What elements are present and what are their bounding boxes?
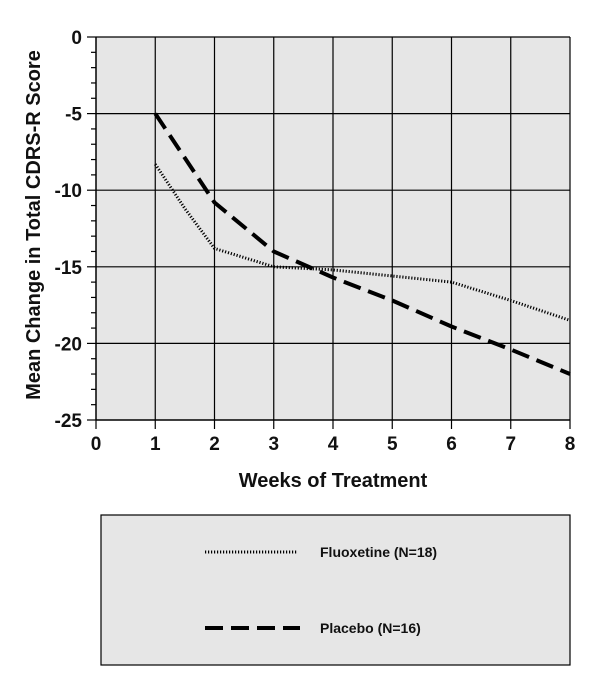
y-tick-label: -20	[55, 334, 82, 355]
legend-label-placebo: Placebo (N=16)	[320, 620, 421, 636]
series-line-fluoxetine	[154, 163, 571, 322]
legend-label-fluoxetine: Fluoxetine (N=18)	[320, 544, 437, 560]
x-tick-label: 1	[150, 434, 161, 455]
x-tick-label: 7	[505, 434, 516, 455]
legend-box	[100, 514, 571, 666]
x-tick-label: 5	[387, 434, 398, 455]
y-tick-label: -10	[55, 181, 82, 202]
y-tick-labels: 0 -5 -10 -15 -20 -25	[55, 28, 83, 432]
axes	[87, 36, 571, 429]
y-tick-label: -5	[65, 105, 82, 126]
x-tick-label: 4	[328, 434, 339, 455]
x-tick-label: 0	[91, 434, 102, 455]
series-layer	[153, 112, 571, 376]
y-axis-title: Mean Change in Total CDRS-R Score	[23, 50, 45, 400]
x-axis-title: Weeks of Treatment	[239, 470, 428, 492]
series-line-placebo	[153, 112, 571, 376]
x-tick-labels: 0 1 2 3 4 5 6 7 8	[91, 434, 576, 455]
x-tick-label: 8	[565, 434, 576, 455]
x-tick-label: 2	[209, 434, 220, 455]
y-tick-label: -15	[55, 258, 83, 279]
y-tick-label: 0	[71, 28, 82, 49]
y-tick-label: -25	[55, 411, 83, 432]
grid-lines	[96, 36, 571, 420]
x-tick-label: 6	[446, 434, 457, 455]
x-tick-label: 3	[268, 434, 279, 455]
